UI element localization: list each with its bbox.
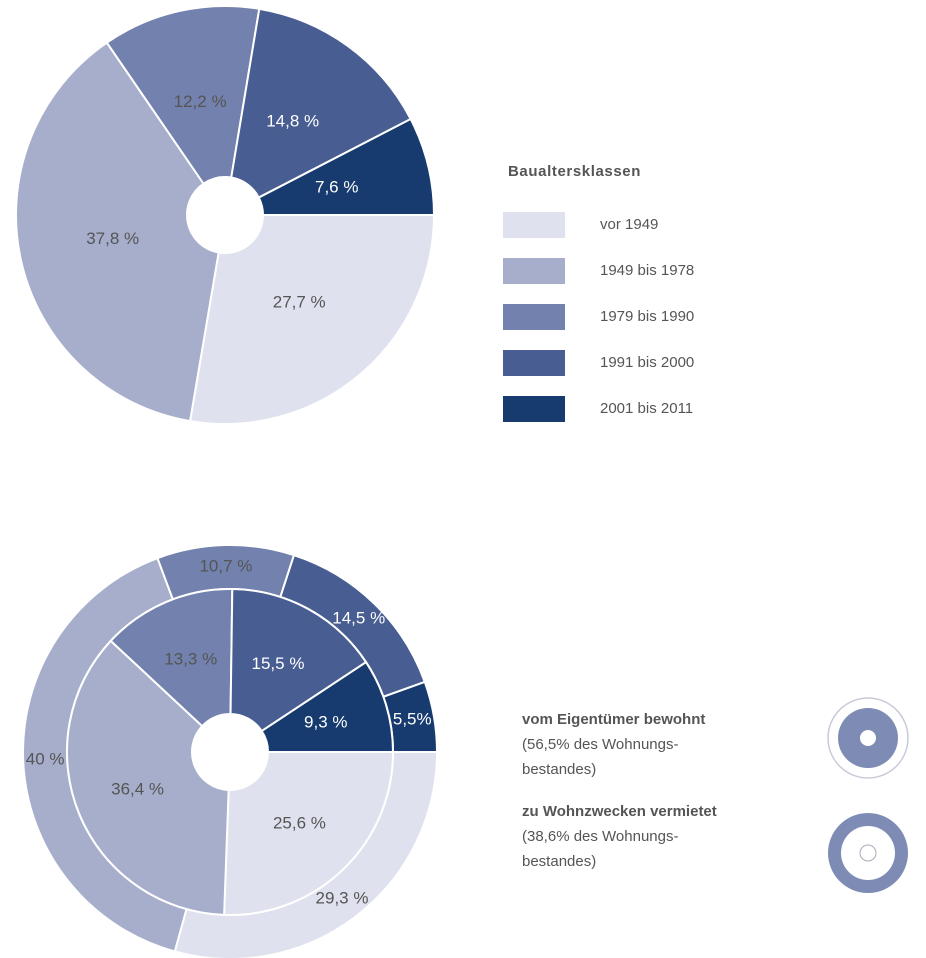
- slice: [230, 7, 413, 199]
- slice-label: 7,6 %: [315, 177, 358, 196]
- slice: [15, 41, 220, 423]
- slice: [260, 660, 395, 753]
- slice-label: 29,3 %: [316, 889, 369, 908]
- legend-note: bestandes): [522, 761, 596, 778]
- legend-note: (38,6% des Wohnungs-: [522, 828, 678, 845]
- legend-swatch: [503, 212, 565, 238]
- slice: [257, 117, 436, 216]
- legend-label: 2001 bis 2011: [600, 400, 693, 417]
- legend-swatch: [503, 304, 565, 330]
- slice-label: 40 %: [26, 750, 65, 769]
- slice-label: 9,3 %: [304, 713, 347, 732]
- legend-label: vor 1949: [600, 216, 658, 233]
- slice-label: 14,5 %: [332, 609, 385, 628]
- slice-label: 37,8 %: [86, 229, 139, 248]
- slice-label: 12,2 %: [174, 92, 227, 111]
- legend-label: 1991 bis 2000: [600, 354, 694, 371]
- slice-label: 15,5 %: [252, 654, 305, 673]
- legend-label: zu Wohnzwecken vermietet: [522, 803, 717, 820]
- legend-label: 1949 bis 1978: [600, 262, 694, 279]
- legend-note: (56,5% des Wohnungs-: [522, 736, 678, 753]
- legend-swatch: [503, 258, 565, 284]
- slice: [223, 751, 395, 916]
- legend-label: vom Eigentümer bewohnt: [522, 711, 705, 728]
- slice-label: 14,8 %: [266, 112, 319, 131]
- slice: [66, 639, 230, 916]
- legend-icon: [828, 813, 908, 893]
- slice-label: 27,7 %: [273, 292, 326, 311]
- slice-label: 10,7 %: [199, 557, 252, 576]
- slice: [109, 588, 234, 728]
- legend-title: Baualtersklassen: [508, 163, 641, 180]
- legend-swatch: [503, 396, 565, 422]
- slice-label: 13,3 %: [164, 650, 217, 669]
- slice-label: 5,5%: [393, 710, 432, 729]
- slice-label: 25,6 %: [273, 813, 326, 832]
- legend-icon: [827, 697, 909, 779]
- slice: [188, 214, 436, 425]
- legend-label: 1979 bis 1990: [600, 308, 694, 325]
- legend-note: bestandes): [522, 853, 596, 870]
- slice: [229, 588, 368, 733]
- legend-swatch: [503, 350, 565, 376]
- slice: [105, 5, 261, 186]
- slice-label: 36,4 %: [111, 780, 164, 799]
